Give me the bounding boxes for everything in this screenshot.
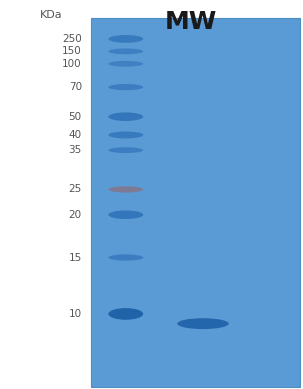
Text: 50: 50	[69, 112, 82, 122]
Ellipse shape	[108, 308, 143, 320]
Ellipse shape	[108, 61, 143, 67]
Bar	[91, 18, 300, 387]
Text: 15: 15	[68, 252, 82, 263]
Ellipse shape	[108, 35, 143, 43]
Text: 10: 10	[69, 309, 82, 319]
Ellipse shape	[108, 49, 143, 54]
Ellipse shape	[108, 186, 143, 193]
Text: 70: 70	[69, 82, 82, 92]
Ellipse shape	[177, 318, 229, 329]
Text: MW: MW	[165, 10, 217, 34]
Ellipse shape	[108, 210, 143, 219]
Text: KDa: KDa	[39, 10, 62, 20]
Text: 20: 20	[69, 210, 82, 220]
Text: 40: 40	[69, 130, 82, 140]
Text: 100: 100	[62, 59, 82, 69]
Ellipse shape	[108, 147, 143, 153]
Text: 25: 25	[68, 184, 82, 194]
Ellipse shape	[108, 112, 143, 121]
Text: 250: 250	[62, 34, 82, 44]
Ellipse shape	[108, 254, 143, 261]
Ellipse shape	[108, 131, 143, 138]
Text: 35: 35	[68, 145, 82, 155]
Ellipse shape	[108, 84, 143, 90]
Text: 150: 150	[62, 46, 82, 56]
